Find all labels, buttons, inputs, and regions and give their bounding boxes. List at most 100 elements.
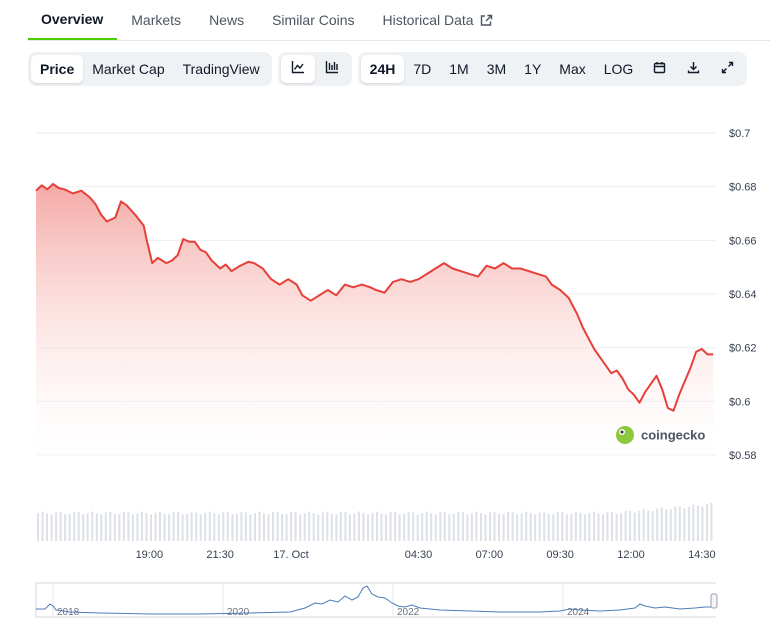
tab-overview[interactable]: Overview <box>28 0 118 40</box>
range-navigator[interactable]: 2018 2020 2022 2024 <box>35 582 718 618</box>
volume-bar <box>669 509 672 541</box>
navigator-handle[interactable] <box>710 593 718 609</box>
volume-bar <box>556 512 559 541</box>
volume-bar <box>507 511 510 541</box>
tab-news[interactable]: News <box>195 0 258 40</box>
navigator-year-label: 2024 <box>567 607 590 618</box>
x-tick-label: 17. Oct <box>273 549 308 561</box>
volume-bar <box>136 513 139 541</box>
price-mode-button[interactable]: Price <box>31 55 84 83</box>
y-axis-labels: $0.7 $0.68 $0.66 $0.64 $0.62 $0.6 $0.58 <box>729 128 757 462</box>
volume-bar <box>425 511 428 541</box>
volume-bar <box>579 512 582 541</box>
volume-bar <box>122 511 125 541</box>
volume-bar <box>104 512 107 541</box>
volume-bar <box>55 512 58 541</box>
y-tick-label: $0.58 <box>729 450 757 462</box>
range-3m-button[interactable]: 3M <box>486 61 507 77</box>
volume-bar <box>46 513 48 541</box>
volume-bar <box>525 511 528 541</box>
volume-bar <box>493 511 496 541</box>
x-tick-label: 09:30 <box>546 549 574 561</box>
calendar-button[interactable] <box>642 55 676 83</box>
volume-bar <box>583 514 586 541</box>
download-button[interactable] <box>676 55 710 83</box>
volume-bar <box>91 511 94 541</box>
tradingview-mode-button[interactable]: TradingView <box>182 61 260 77</box>
coingecko-watermark: coingecko <box>616 426 705 444</box>
volume-bar <box>118 514 121 541</box>
volume-bar <box>59 511 62 541</box>
volume-bar <box>73 511 76 541</box>
volume-bar <box>611 511 613 541</box>
volume-bar <box>181 514 184 541</box>
volume-bar <box>308 511 311 541</box>
line-chart-button[interactable] <box>280 55 315 83</box>
volume-bar <box>159 511 161 541</box>
volume-bar <box>353 513 356 541</box>
range-1y-button[interactable]: 1Y <box>524 61 542 77</box>
navigator-year-label: 2018 <box>57 607 80 618</box>
volume-bar <box>131 514 134 541</box>
volume-bar <box>330 513 333 541</box>
range-1m-button[interactable]: 1M <box>449 61 469 77</box>
volume-bar <box>543 511 546 541</box>
expand-icon <box>721 55 734 83</box>
volume-bar <box>466 514 469 541</box>
volume-bar <box>606 512 609 541</box>
volume-bar <box>565 514 568 541</box>
range-24h-button[interactable]: 24H <box>360 55 405 83</box>
volume-bar <box>376 511 378 541</box>
candlestick-chart-button[interactable] <box>315 55 349 83</box>
volume-bar <box>660 507 663 541</box>
volume-bar <box>154 512 157 541</box>
volume-bar <box>696 505 699 541</box>
volume-bar <box>195 512 198 541</box>
volume-bar <box>77 512 80 541</box>
range-7d-button[interactable]: 7D <box>413 61 432 77</box>
tab-similar-coins[interactable]: Similar Coins <box>258 0 368 40</box>
line-chart-icon <box>291 55 305 83</box>
volume-bar <box>394 511 397 541</box>
volume-bar <box>480 513 482 541</box>
volume-bar <box>403 513 406 541</box>
volume-bar <box>651 511 654 541</box>
tab-markets[interactable]: Markets <box>117 0 195 40</box>
tab-historical-data[interactable]: Historical Data <box>369 0 507 40</box>
volume-bar <box>687 506 690 541</box>
volume-bar <box>371 512 374 541</box>
calendar-icon <box>653 55 666 83</box>
x-tick-label: 19:00 <box>136 549 164 561</box>
volume-bar <box>348 514 351 541</box>
volume-bar <box>244 512 247 541</box>
volume-bar <box>620 513 623 541</box>
volume-bar <box>416 514 419 541</box>
volume-bar <box>344 512 347 541</box>
y-tick-label: $0.66 <box>729 235 757 247</box>
volume-bar <box>204 512 207 541</box>
chart-mode-group: Price Market Cap TradingView <box>28 52 272 86</box>
volume-bar <box>64 514 67 541</box>
range-max-button[interactable]: Max <box>559 61 586 77</box>
volume-bar <box>163 513 166 541</box>
volume-bar <box>570 513 573 541</box>
volume-bar <box>516 514 519 541</box>
volume-bar <box>41 511 44 541</box>
expand-button[interactable] <box>710 55 744 83</box>
volume-bar <box>547 513 550 541</box>
price-chart[interactable]: $0.7 $0.68 $0.66 $0.64 $0.62 $0.6 $0.58 19:00 2… <box>0 95 783 630</box>
volume-bar <box>317 514 320 541</box>
log-scale-button[interactable]: LOG <box>603 61 634 77</box>
volume-bar <box>407 511 410 541</box>
volume-bar <box>674 506 677 541</box>
external-link-icon <box>480 14 493 27</box>
volume-bar <box>299 514 302 541</box>
volume-bar <box>412 512 415 541</box>
volume-bar <box>461 512 464 541</box>
y-tick-label: $0.68 <box>729 182 757 194</box>
volume-bar <box>362 512 365 541</box>
market-cap-mode-button[interactable]: Market Cap <box>92 61 165 77</box>
volume-bar <box>145 512 148 541</box>
volume-bar <box>357 511 360 541</box>
volume-bar <box>398 514 401 541</box>
